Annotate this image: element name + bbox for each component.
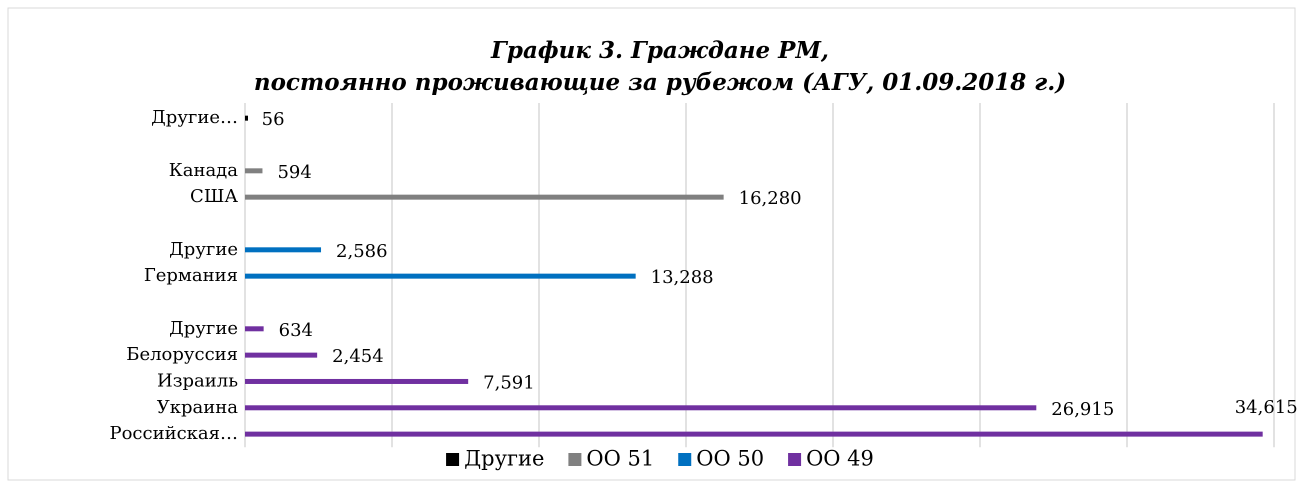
data-label: 634: [279, 320, 313, 341]
data-label: 594: [277, 162, 311, 183]
legend-label: ОО 51: [586, 447, 654, 471]
y-tick-label: Российская…: [109, 423, 238, 444]
y-tick-label: Канада: [169, 160, 238, 181]
y-tick-label: США: [190, 186, 238, 207]
bar: [245, 352, 318, 358]
legend-swatch: [446, 453, 460, 466]
bar: [245, 168, 263, 174]
y-tick-label: Израиль: [157, 370, 238, 391]
y-tick-label: Германия: [144, 265, 238, 286]
legend-swatch: [678, 453, 692, 466]
data-label: 2,586: [336, 241, 388, 262]
bar: [245, 273, 636, 279]
y-tick-label: Другие…: [151, 107, 238, 128]
bar: [245, 378, 469, 384]
y-tick-label: Белоруссия: [126, 344, 238, 365]
y-tick-label: Украина: [157, 397, 239, 418]
bar: [245, 326, 264, 332]
data-label: 7,591: [483, 372, 535, 393]
data-label: 34,615: [1235, 397, 1298, 418]
data-label: 56: [262, 109, 285, 130]
data-label: 2,454: [332, 346, 384, 367]
bar: [245, 431, 1263, 437]
legend-label: ОО 49: [806, 447, 874, 471]
legend-swatch: [568, 453, 582, 466]
legend-swatch: [788, 453, 802, 466]
chart-title: График 3. Граждане РМ, постоянно проживаю…: [254, 37, 1066, 96]
bar: [245, 115, 248, 121]
bar: [245, 247, 322, 253]
chart-frame: [7, 7, 1296, 481]
data-label: 26,915: [1051, 399, 1114, 420]
bar: [245, 405, 1037, 411]
bar: [245, 194, 724, 200]
data-label: 16,280: [739, 188, 802, 209]
legend-label: ОО 50: [696, 447, 764, 471]
y-tick-label: Другие: [169, 239, 238, 260]
legend-label: Другие: [464, 447, 544, 471]
data-label: 13,288: [651, 267, 714, 288]
y-tick-label: Другие: [169, 318, 238, 339]
